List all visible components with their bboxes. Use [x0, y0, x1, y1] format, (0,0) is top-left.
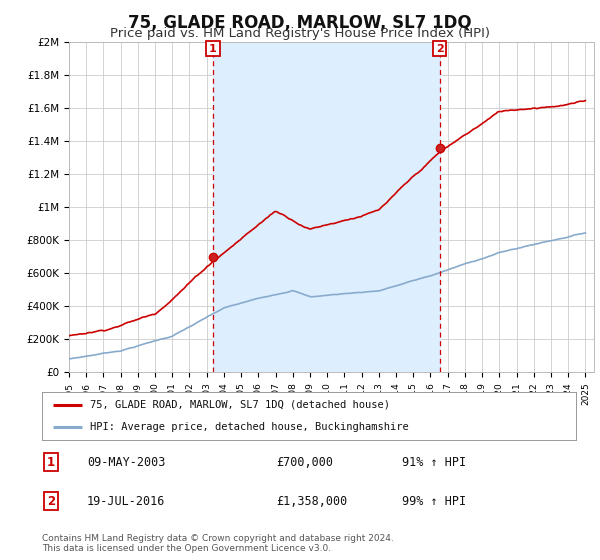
Text: £700,000: £700,000 [276, 455, 333, 469]
Text: 19-JUL-2016: 19-JUL-2016 [87, 494, 166, 508]
Text: 2: 2 [436, 44, 443, 54]
Text: 09-MAY-2003: 09-MAY-2003 [87, 455, 166, 469]
Text: 75, GLADE ROAD, MARLOW, SL7 1DQ: 75, GLADE ROAD, MARLOW, SL7 1DQ [128, 14, 472, 32]
Text: 91% ↑ HPI: 91% ↑ HPI [402, 455, 466, 469]
Text: 75, GLADE ROAD, MARLOW, SL7 1DQ (detached house): 75, GLADE ROAD, MARLOW, SL7 1DQ (detache… [90, 400, 390, 410]
Text: £1,358,000: £1,358,000 [276, 494, 347, 508]
Text: Price paid vs. HM Land Registry's House Price Index (HPI): Price paid vs. HM Land Registry's House … [110, 27, 490, 40]
Text: 1: 1 [47, 455, 55, 469]
Text: 99% ↑ HPI: 99% ↑ HPI [402, 494, 466, 508]
Text: HPI: Average price, detached house, Buckinghamshire: HPI: Average price, detached house, Buck… [90, 422, 409, 432]
Bar [213, 42, 440, 372]
Text: 2: 2 [47, 494, 55, 508]
Text: 1: 1 [209, 44, 217, 54]
Text: Contains HM Land Registry data © Crown copyright and database right 2024.
This d: Contains HM Land Registry data © Crown c… [42, 534, 394, 553]
